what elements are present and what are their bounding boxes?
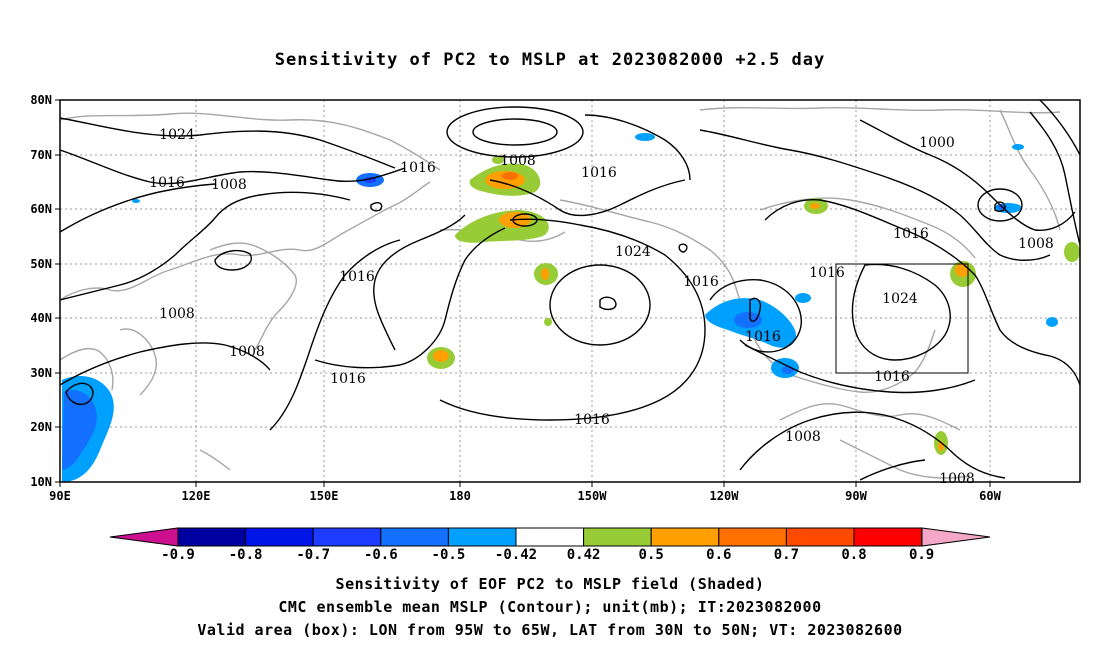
map-title: Sensitivity of PC2 to MSLP at 2023082000… [274,50,826,70]
contour-label: 1016 [809,265,845,281]
lat-label: 20N [30,420,52,434]
lat-label: 60N [30,202,52,216]
longitude-labels: 90E 120E 150E 180 150W 120W 90W 60W [49,489,1001,503]
colorbar-cell [312,527,382,547]
contour-label: 1024 [882,291,918,307]
mslp-contours [60,100,1080,481]
contour-label: 1016 [581,165,617,181]
lon-label: 60W [979,489,1001,503]
colorbar-cell [515,527,585,547]
lon-label: 150E [310,489,339,503]
contour-label: 1008 [785,429,821,445]
caption-line-1: Sensitivity of EOF PC2 to MSLP field (Sh… [335,575,765,593]
contour-label: 1016 [893,226,929,242]
contour-label: 1008 [211,177,247,193]
lat-label: 40N [30,311,52,325]
contour-label: 1016 [330,371,366,387]
contour-label: 1008 [159,306,195,322]
colorbar-cell [583,527,652,547]
plot-area [60,100,1080,482]
colorbar-label: 0.7 [774,547,799,563]
colorbar-cell [650,527,720,547]
colorbar-label: -0.9 [161,547,195,563]
axis-ticks [55,99,991,487]
contour-label: 1016 [400,160,436,176]
colorbar-label: 0.42 [567,547,601,563]
contour-label: 1000 [919,135,955,151]
colorbar-cell [718,527,787,547]
contour-label: 1016 [574,412,610,428]
colorbar-label: 0.8 [841,547,866,563]
colorbar-low-end [109,527,179,547]
plot-frame [59,99,1081,483]
colorbar-label: -0.6 [364,547,398,563]
colorbar-label: -0.5 [432,547,466,563]
caption-line-2: CMC ensemble mean MSLP (Contour); unit(m… [278,598,822,616]
contour-label: 1024 [159,127,195,143]
colorbar-label: 0.5 [639,547,664,563]
lat-label: 30N [30,366,52,380]
contour-label: 1024 [615,244,651,260]
contour-label: 1008 [939,471,975,487]
caption-line-3: Valid area (box): LON from 95W to 65W, L… [197,621,903,639]
colorbar-label: -0.8 [229,547,263,563]
lon-label: 120W [710,489,740,503]
coastlines [60,106,1061,479]
colorbar-label: -0.42 [495,547,537,563]
contour-label: 1008 [229,344,265,360]
contour-label: 1016 [874,369,910,385]
colorbar-label: 0.6 [706,547,731,563]
lat-label: 70N [30,148,52,162]
colorbar-label: -0.7 [296,547,330,563]
colorbar-cell [447,527,517,547]
contour-label: 1016 [745,329,781,345]
colorbar: -0.9 -0.8 -0.7 -0.6 -0.5 -0.42 0.42 0.5 0.6 0.7 0.… [109,527,991,563]
contour-label: 1008 [500,153,536,169]
colorbar-cell [177,527,247,547]
colorbar-cell [245,527,314,547]
lon-label: 180 [449,489,471,503]
contour-label: 1016 [149,175,185,191]
colorbar-cell [785,527,855,547]
lon-label: 120E [182,489,211,503]
lat-label: 10N [30,475,52,489]
colorbar-cell [853,527,923,547]
colorbar-label: 0.9 [909,547,934,563]
lon-label: 90E [49,489,71,503]
contour-label: 1016 [339,269,375,285]
colorbar-high-end [921,527,991,547]
valid-area-box [835,263,969,374]
lat-label: 50N [30,257,52,271]
lon-label: 90W [845,489,867,503]
colorbar-cell [380,527,449,547]
latitude-labels: 80N 70N 60N 50N 40N 30N 20N 10N [30,93,52,489]
contour-labels: 1024 1016 1008 1016 1008 1000 1016 1008 … [149,127,1054,487]
contour-label: 1016 [683,274,719,290]
contour-label: 1008 [1018,236,1054,252]
lat-label: 80N [30,93,52,107]
lon-label: 150W [578,489,608,503]
